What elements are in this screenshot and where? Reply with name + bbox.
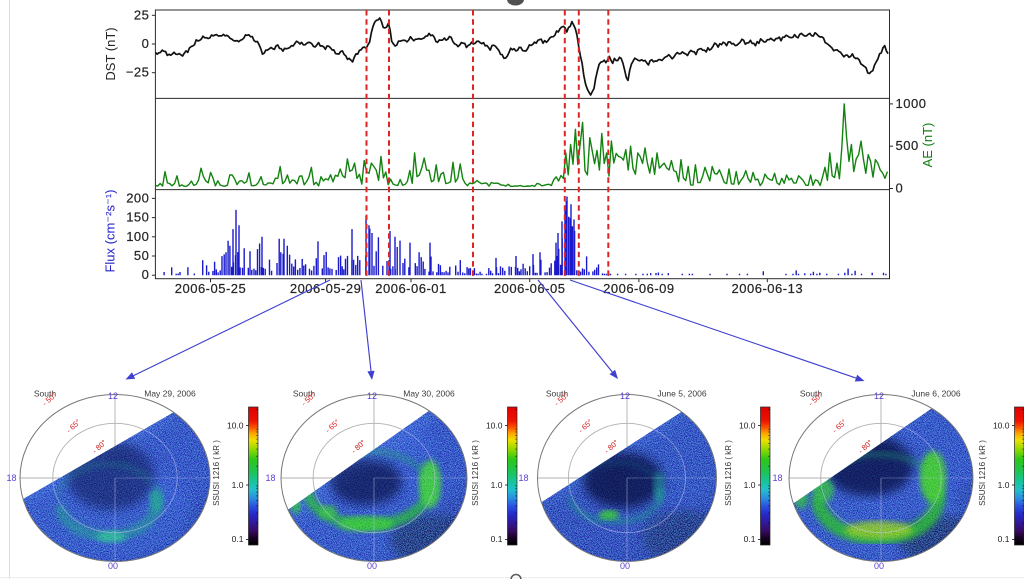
svg-text:00: 00: [367, 561, 377, 571]
svg-text:10.0: 10.0: [486, 421, 503, 431]
svg-text:00: 00: [108, 561, 118, 571]
svg-text:0.1: 0.1: [491, 534, 503, 544]
svg-text:DST (nT): DST (nT): [103, 27, 118, 80]
svg-text:50: 50: [134, 248, 149, 263]
svg-text:SSUSI 1216 ( kR ): SSUSI 1216 ( kR ): [471, 440, 480, 506]
svg-text:2006-06-09: 2006-06-09: [603, 281, 675, 296]
svg-text:2006-06-01: 2006-06-01: [375, 281, 447, 296]
svg-text:June 5, 2006: June 5, 2006: [657, 389, 706, 399]
svg-text:12: 12: [108, 391, 118, 401]
svg-text:0: 0: [142, 36, 150, 51]
svg-text:1.0: 1.0: [744, 480, 756, 490]
svg-text:10.0: 10.0: [993, 421, 1010, 431]
svg-text:200: 200: [126, 190, 149, 205]
svg-text:12: 12: [620, 391, 630, 401]
svg-text:150: 150: [126, 210, 149, 225]
svg-text:25: 25: [134, 7, 149, 22]
svg-text:0.1: 0.1: [744, 534, 756, 544]
svg-text:June 6, 2006: June 6, 2006: [911, 389, 960, 399]
svg-text:Flux (cm⁻²s⁻¹): Flux (cm⁻²s⁻¹): [103, 189, 118, 272]
svg-text:SSUSI 1216 ( kR ): SSUSI 1216 ( kR ): [978, 440, 987, 506]
svg-text:0.1: 0.1: [998, 534, 1010, 544]
svg-text:0: 0: [142, 267, 150, 282]
svg-text:00: 00: [874, 561, 884, 571]
svg-text:0.1: 0.1: [232, 534, 244, 544]
svg-text:−25: −25: [126, 65, 150, 80]
svg-text:10.0: 10.0: [739, 421, 756, 431]
svg-text:SSUSI 1216 ( kR ): SSUSI 1216 ( kR ): [724, 440, 733, 506]
svg-text:18: 18: [6, 473, 16, 483]
svg-text:May 30, 2006: May 30, 2006: [403, 389, 455, 399]
svg-text:0: 0: [896, 181, 904, 196]
svg-text:2006-05-25: 2006-05-25: [175, 281, 247, 296]
svg-text:1.0: 1.0: [998, 480, 1010, 490]
svg-text:500: 500: [896, 138, 919, 153]
svg-text:12: 12: [367, 391, 377, 401]
svg-text:100: 100: [126, 229, 149, 244]
svg-text:AE (nT): AE (nT): [920, 123, 935, 168]
svg-text:2006-06-05: 2006-06-05: [494, 281, 566, 296]
svg-text:1.0: 1.0: [491, 480, 503, 490]
svg-text:00: 00: [620, 561, 630, 571]
svg-text:1.0: 1.0: [232, 480, 244, 490]
svg-text:18: 18: [772, 473, 782, 483]
svg-text:SSUSI 1216 ( kR ): SSUSI 1216 ( kR ): [212, 440, 221, 506]
svg-text:18: 18: [265, 473, 275, 483]
svg-text:May 29, 2006: May 29, 2006: [144, 389, 196, 399]
svg-text:18: 18: [518, 473, 528, 483]
svg-text:2006-06-13: 2006-06-13: [732, 281, 804, 296]
svg-text:1000: 1000: [896, 96, 927, 111]
svg-text:12: 12: [874, 391, 884, 401]
svg-text:10.0: 10.0: [227, 421, 244, 431]
